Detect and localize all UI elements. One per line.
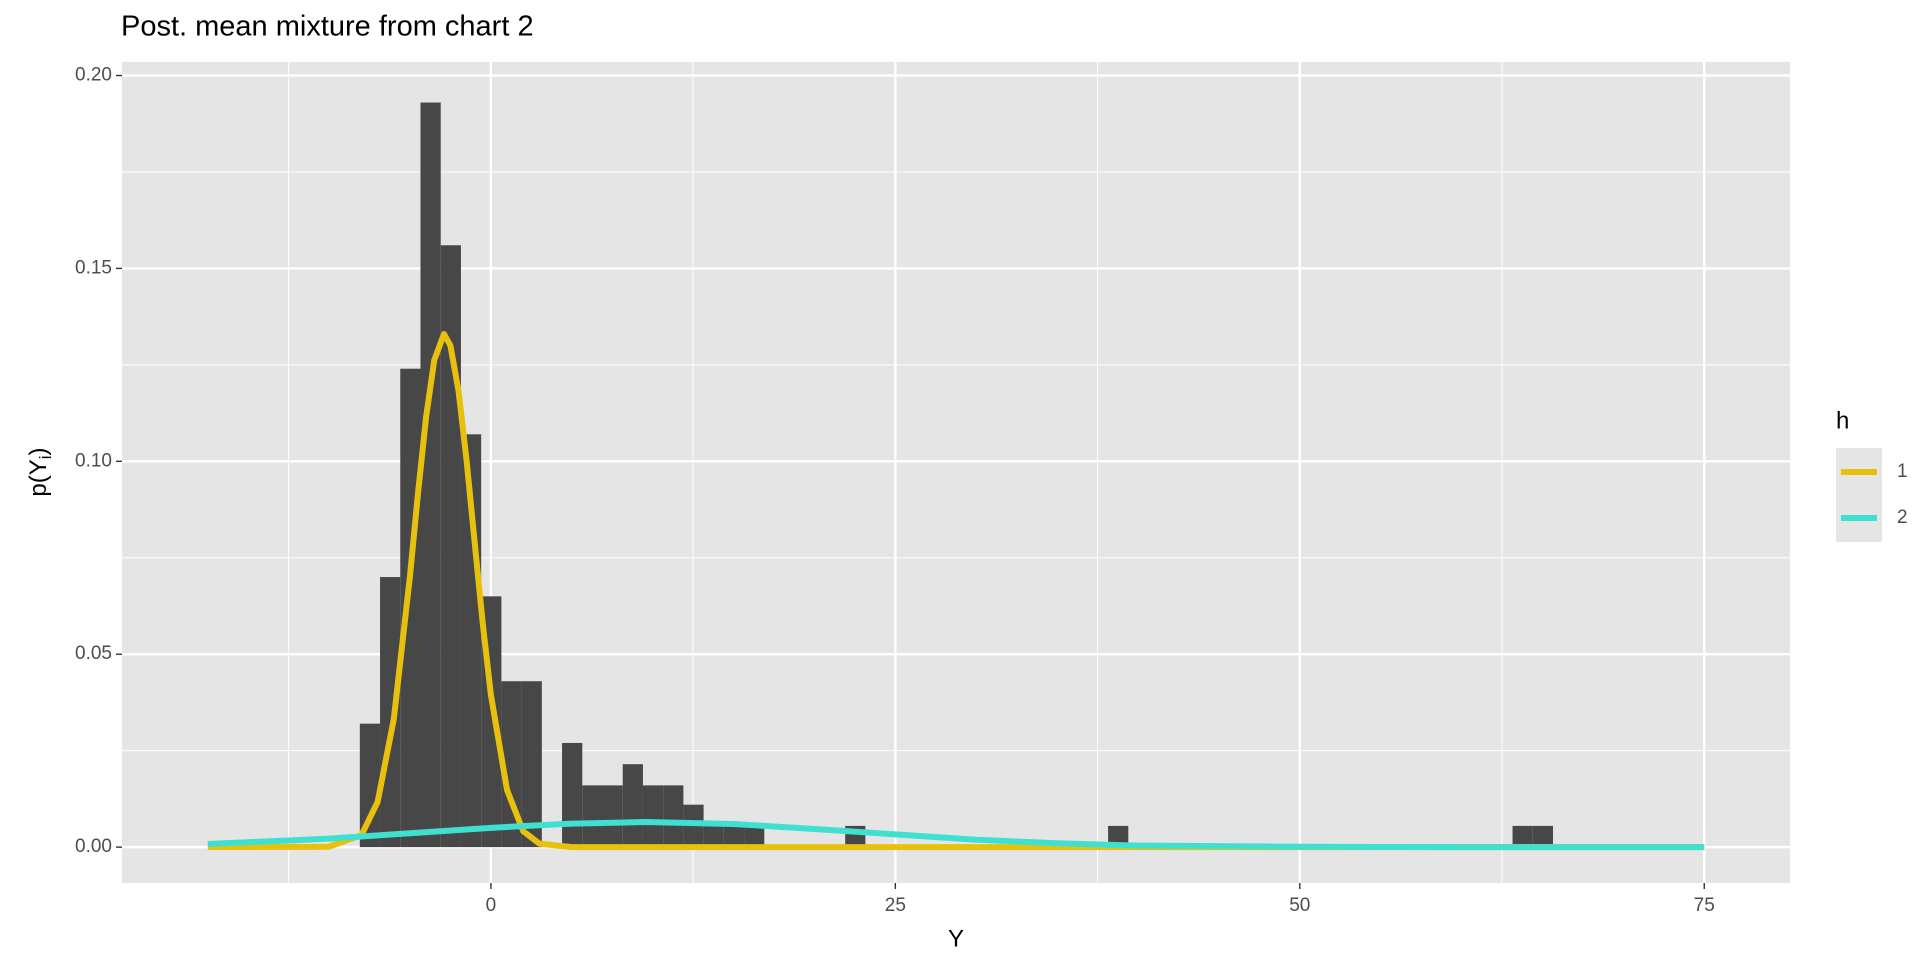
histogram-bar — [622, 764, 643, 848]
histogram-bar — [1108, 825, 1129, 848]
histogram-bar — [562, 742, 583, 848]
chart-title: Post. mean mixture from chart 2 — [121, 11, 534, 43]
histogram-bar — [1512, 825, 1533, 848]
x-tick-label: 75 — [1694, 895, 1715, 916]
histogram-bar — [420, 102, 441, 848]
legend-key-background — [1836, 448, 1882, 542]
y-tick-label: 0.20 — [75, 65, 112, 86]
histogram-bar — [723, 825, 745, 848]
x-tick-label: 50 — [1289, 895, 1310, 916]
histogram-bar — [359, 723, 381, 848]
density-line — [207, 330, 1705, 851]
histogram-bar — [642, 785, 664, 848]
histogram-bar — [744, 825, 765, 848]
y-tick-label: 0.10 — [75, 450, 112, 471]
histogram-bar — [521, 681, 542, 848]
histogram-bar — [663, 785, 684, 848]
y-tick-label: 0.05 — [75, 643, 112, 664]
histogram-bar — [501, 681, 522, 848]
x-tick-label: 0 — [486, 895, 497, 916]
y-label-sub: i — [36, 455, 55, 459]
y-label-part: ) — [25, 447, 52, 455]
histogram-bar — [602, 785, 623, 848]
legend-title: h — [1836, 407, 1849, 434]
y-label-part: p(Y — [25, 459, 52, 496]
legend-label: 1 — [1897, 461, 1908, 482]
x-axis-label: Y — [948, 925, 964, 952]
histogram-bar — [400, 368, 421, 848]
density-line — [207, 819, 1705, 851]
histogram-bar — [582, 785, 603, 848]
y-tick-label: 0.00 — [75, 836, 112, 857]
histogram-bar — [380, 577, 401, 848]
y-tick-label: 0.15 — [75, 257, 112, 278]
histogram-bar — [1532, 825, 1553, 848]
y-axis-label: p(Yi) — [25, 447, 55, 496]
histogram-bar — [703, 825, 724, 848]
x-tick-label: 25 — [885, 895, 906, 916]
histogram-bar — [440, 245, 461, 848]
legend-label: 2 — [1897, 507, 1908, 528]
